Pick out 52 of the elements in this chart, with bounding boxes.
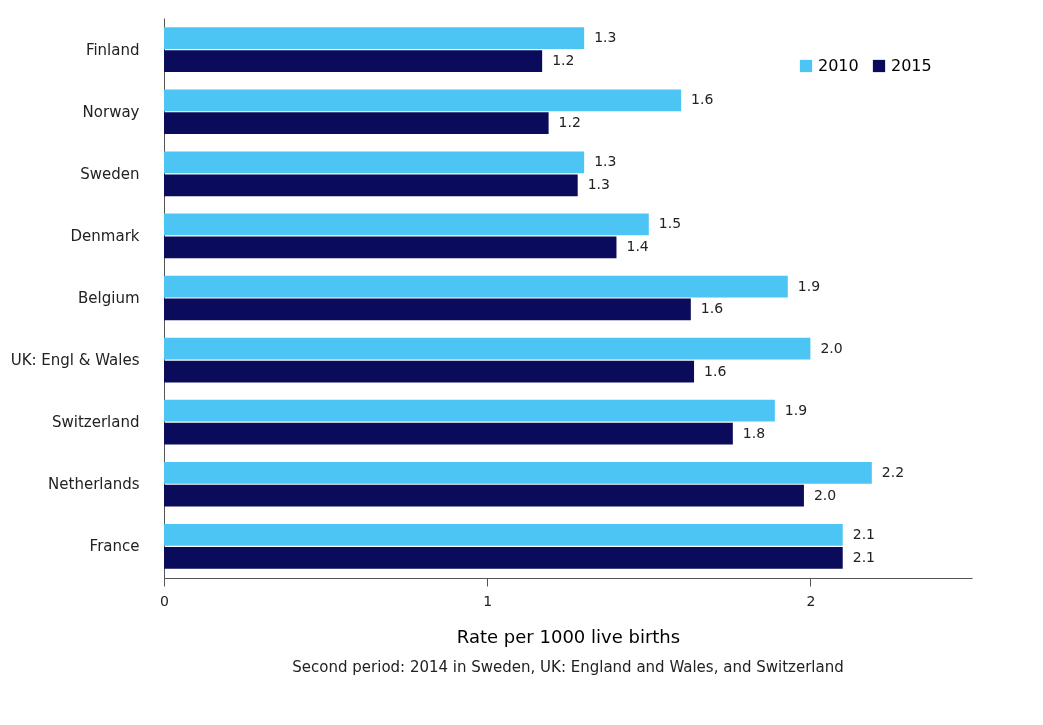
bar: [164, 89, 682, 112]
x-axis-title: Rate per 1000 live births: [456, 625, 681, 647]
y-tick-label: Netherlands: [48, 475, 140, 494]
x-tick-label: 0: [160, 592, 169, 609]
bar: [164, 523, 843, 546]
bar: [164, 50, 543, 73]
bar: [164, 461, 872, 484]
data-label: 1.3: [587, 176, 610, 193]
x-tick-label: 1: [483, 592, 493, 609]
bar: [164, 236, 617, 259]
bar: [164, 151, 585, 174]
y-tick-label: Belgium: [78, 289, 140, 307]
data-label: 2.0: [820, 339, 843, 356]
data-label: 1.6: [704, 362, 727, 379]
data-label: 1.4: [626, 238, 649, 255]
y-tick-label: Norway: [82, 102, 140, 121]
bar: [164, 337, 811, 360]
data-label: 1.2: [552, 52, 575, 69]
bar: [164, 275, 788, 298]
data-label: 2.1: [852, 548, 875, 565]
bar: [164, 112, 549, 135]
data-label: 2.0: [813, 486, 837, 503]
data-label: 2.2: [881, 463, 905, 480]
x-tick-label: 2: [806, 592, 816, 609]
data-label: 1.8: [742, 424, 766, 441]
y-tick-label: Switzerland: [52, 413, 140, 432]
bar: [164, 484, 804, 507]
bar: [164, 298, 691, 321]
data-label: 1.9: [797, 277, 821, 294]
bar: [164, 422, 733, 445]
data-label: 1.6: [691, 91, 714, 108]
y-tick-label: UK: Engl & Wales: [10, 351, 140, 370]
bar: [164, 360, 695, 383]
data-label: 2.1: [852, 525, 875, 542]
bar: [164, 27, 585, 50]
bar: [164, 399, 775, 422]
legend-label: 2010: [818, 56, 859, 75]
bar: [164, 174, 578, 197]
y-tick-label: Finland: [85, 40, 140, 59]
data-label: 1.3: [594, 153, 617, 170]
data-label: 1.3: [594, 29, 617, 46]
bar: [164, 213, 649, 236]
data-label: 1.5: [658, 215, 682, 232]
legend-label: 2015: [891, 56, 932, 75]
text: Second period: 2014 in Sweden, UK: England and Wales, and Switzerland: [292, 658, 844, 676]
y-tick-label: Denmark: [70, 226, 140, 245]
y-tick-label: Sweden: [80, 164, 140, 183]
data-label: 1.6: [700, 300, 724, 317]
y-tick-label: France: [89, 537, 140, 556]
data-label: 1.2: [558, 114, 581, 131]
bar: [164, 546, 843, 569]
data-label: 1.9: [784, 401, 808, 418]
